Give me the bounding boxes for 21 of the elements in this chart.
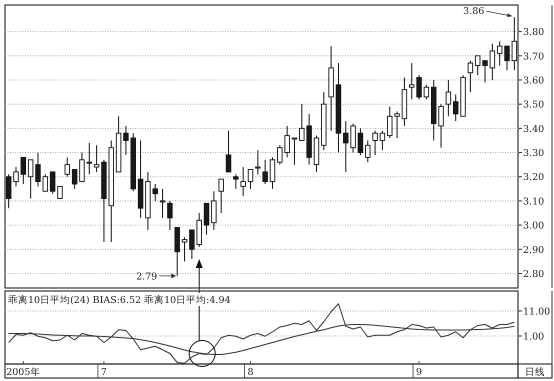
y-tick-label: 3.00 xyxy=(523,220,544,232)
y-tick-label: 3.60 xyxy=(523,75,544,86)
y-tick-label: 1.00 xyxy=(523,332,544,342)
y-tick-label: 2.80 xyxy=(523,268,544,280)
x-tick-label: 8 xyxy=(247,367,254,378)
y-tick-label: 11.00 xyxy=(523,306,550,318)
y-tick-label: 3.10 xyxy=(523,196,544,208)
x-tick-label: 2005年 xyxy=(6,366,40,378)
x-axis-title: 日线 xyxy=(525,366,545,378)
chart-title: 乖离10日平均(24) BIAS:6.52 乖离10日平均:4.94 xyxy=(8,294,231,306)
y-tick-label: 3.70 xyxy=(523,51,544,62)
x-tick-label: 7 xyxy=(100,367,107,378)
y-tick-label: 3.80 xyxy=(523,27,544,38)
annotation: 2.79 xyxy=(136,271,158,282)
y-tick-label: 3.50 xyxy=(523,100,544,111)
annotation: 3.86 xyxy=(463,6,484,18)
y-tick-label: 2.90 xyxy=(523,244,544,256)
y-tick-label: 3.30 xyxy=(523,148,544,160)
x-tick-label: 9 xyxy=(416,367,422,378)
y-tick-label: 3.20 xyxy=(523,172,544,184)
y-tick-label: 3.40 xyxy=(523,124,544,135)
